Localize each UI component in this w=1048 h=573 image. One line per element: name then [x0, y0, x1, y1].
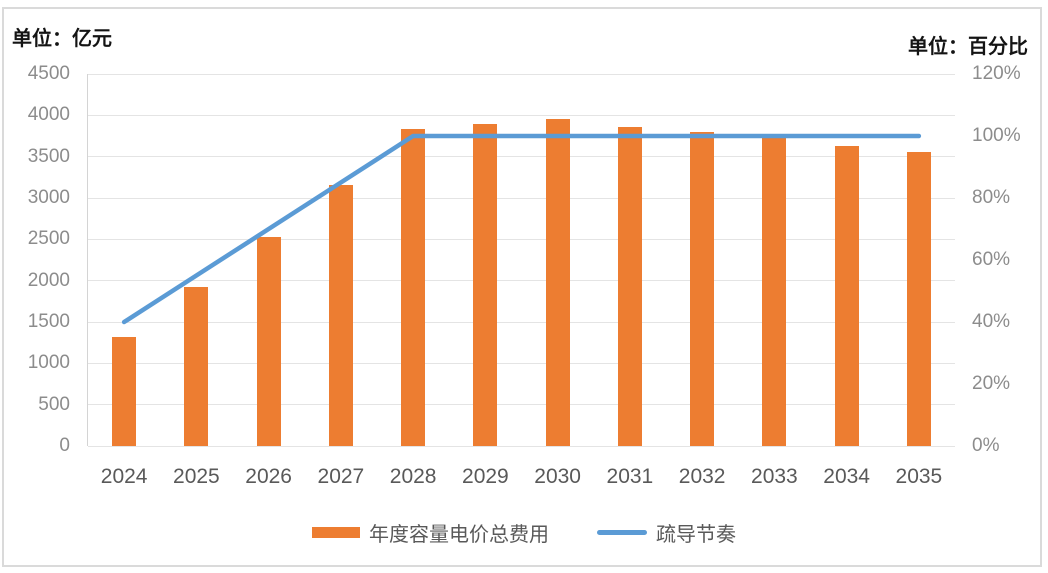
- y-axis-tick-label: 1500: [27, 311, 70, 332]
- legend-item-bar-series: 年度容量电价总费用: [312, 518, 549, 547]
- gridline: [88, 156, 955, 158]
- secondary-axis-tick-label: 120%: [972, 63, 1021, 84]
- x-axis-label: 2035: [895, 465, 943, 488]
- bar-2031: [617, 126, 642, 446]
- y-axis-tick-label: 2000: [27, 269, 70, 291]
- x-axis-label: 2030: [534, 465, 581, 488]
- x-axis-label: 2027: [317, 465, 365, 488]
- bar-series-legend-label: 年度容量电价总费用: [369, 524, 549, 546]
- x-axis-label: 2025: [173, 465, 220, 488]
- secondary-axis-tick-label: 60%: [972, 249, 1011, 270]
- legend: 年度容量电价总费用 疏导节奏: [0, 518, 1048, 547]
- line-series-legend-label: 疏导节奏: [656, 524, 736, 546]
- gridline: [88, 321, 955, 323]
- bar-2034: [834, 145, 859, 446]
- gridline: [88, 114, 955, 116]
- secondary-axis-tick-label: 0%: [972, 435, 1000, 456]
- bar-2026: [256, 237, 281, 446]
- gridline: [88, 404, 955, 406]
- pace-line: [121, 133, 922, 325]
- y-axis-tick-label: 4000: [27, 104, 70, 126]
- y-axis-line: [87, 74, 88, 446]
- bar-2024: [112, 336, 137, 446]
- y-axis-tick-label: 2500: [27, 228, 70, 250]
- x-axis-label: 2028: [389, 465, 437, 488]
- bar-2032: [690, 132, 715, 446]
- x-axis-label: 2034: [823, 465, 870, 488]
- gridline: [88, 362, 955, 364]
- right-axis-unit-label: 单位：百分比: [908, 36, 1028, 58]
- y-axis-tick-label: 3000: [27, 187, 70, 208]
- legend-item-line-series: 疏导节奏: [597, 518, 736, 547]
- y-axis-tick-label: 0: [59, 435, 70, 456]
- x-axis-label: 2032: [678, 465, 726, 488]
- y-axis-tick-label: 4500: [27, 63, 70, 84]
- bar-2029: [473, 123, 498, 446]
- bar-2030: [545, 119, 570, 446]
- x-axis-label: 2031: [606, 465, 654, 488]
- bar-2027: [328, 184, 353, 446]
- gridline: [88, 238, 955, 240]
- secondary-axis-tick-label: 100%: [972, 125, 1021, 146]
- bar-2028: [401, 129, 426, 446]
- x-axis-label: 2033: [751, 465, 798, 488]
- line-series-swatch: [597, 530, 647, 535]
- x-axis-label: 2026: [245, 465, 292, 488]
- gridline: [88, 73, 955, 75]
- bar-2025: [184, 286, 209, 446]
- x-axis-label: 2029: [462, 465, 509, 488]
- gridline: [88, 280, 955, 282]
- secondary-axis-tick-label: 40%: [972, 311, 1011, 332]
- x-axis-label: 2024: [100, 465, 148, 488]
- y-axis-tick-label: 500: [38, 393, 70, 415]
- y-axis-tick-label: 1000: [27, 352, 70, 374]
- secondary-axis-tick-label: 80%: [972, 187, 1011, 208]
- left-axis-unit-label: 单位：亿元: [12, 28, 112, 50]
- bar-series-swatch: [312, 527, 360, 538]
- bar-2035: [906, 151, 931, 446]
- y-axis-tick-label: 3500: [27, 145, 70, 167]
- gridline: [88, 197, 955, 199]
- gridline: [88, 445, 955, 447]
- bar-2033: [762, 137, 787, 446]
- secondary-axis-tick-label: 20%: [972, 373, 1011, 394]
